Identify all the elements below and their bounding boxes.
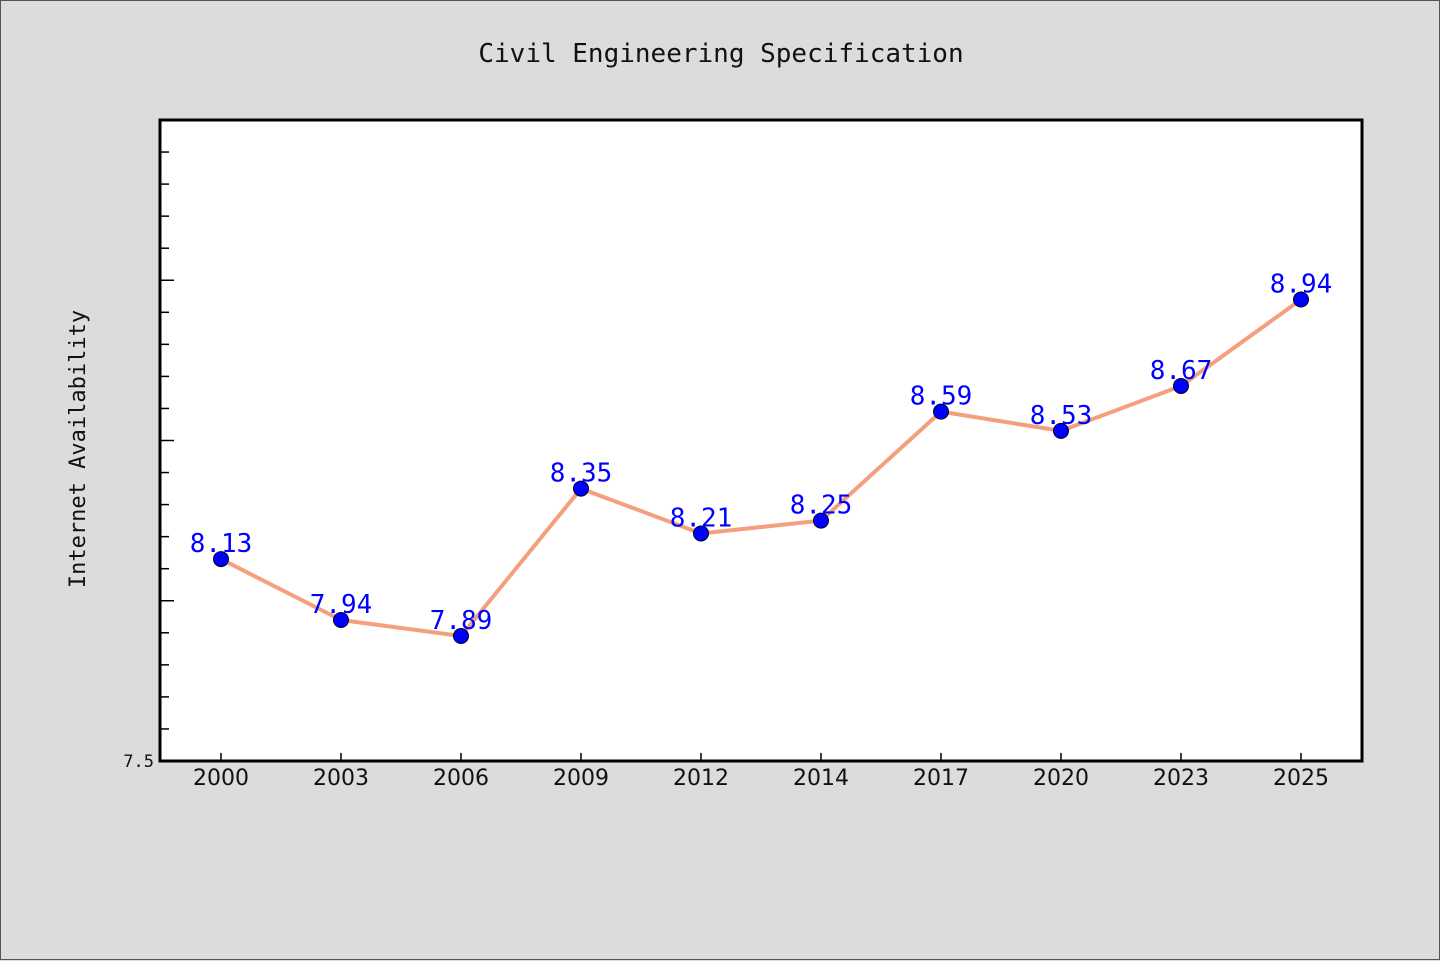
data-labels: 8.13 7.94 7.89 8.35 8.21 8.25 8.59 8.53 8.67 8.94 bbox=[190, 269, 1333, 636]
data-label: 8.59 bbox=[910, 382, 973, 412]
chart-title: Civil Engineering Specification bbox=[478, 39, 963, 69]
x-tick-label: 2023 bbox=[1153, 766, 1209, 791]
x-axis-ticks: 2000 2003 2006 2009 2012 2014 2017 2020 2023 2025 bbox=[193, 753, 1329, 791]
x-tick-label: 2025 bbox=[1273, 766, 1329, 791]
data-point bbox=[1293, 291, 1309, 308]
x-tick-label: 2006 bbox=[433, 766, 489, 791]
y-axis-label: Internet Availability bbox=[66, 310, 91, 588]
plot-area bbox=[158, 118, 1364, 763]
data-point bbox=[573, 480, 589, 497]
y-tick-label: 7.5 bbox=[123, 752, 154, 772]
data-point bbox=[453, 628, 469, 645]
series-layer bbox=[213, 291, 1309, 645]
data-point bbox=[933, 403, 949, 420]
data-label: 7.89 bbox=[430, 606, 493, 636]
data-label: 8.13 bbox=[190, 529, 253, 559]
data-label: 8.53 bbox=[1030, 401, 1093, 431]
y-axis-ticks: 7.5 bbox=[123, 119, 174, 772]
data-point bbox=[813, 512, 829, 529]
data-label: 8.25 bbox=[790, 491, 853, 521]
data-point bbox=[333, 611, 349, 628]
data-label: 8.94 bbox=[1270, 269, 1333, 299]
data-label: 8.21 bbox=[670, 503, 733, 533]
x-tick-label: 2009 bbox=[553, 766, 609, 791]
data-label: 8.67 bbox=[1150, 356, 1213, 386]
data-point bbox=[1053, 422, 1069, 439]
data-point bbox=[693, 525, 709, 542]
x-tick-label: 2000 bbox=[193, 766, 249, 791]
data-label: 8.35 bbox=[550, 459, 613, 489]
data-label: 7.94 bbox=[310, 590, 373, 620]
x-tick-label: 2012 bbox=[673, 766, 729, 791]
x-tick-label: 2014 bbox=[793, 766, 849, 791]
x-tick-label: 2020 bbox=[1033, 766, 1089, 791]
x-tick-label: 2017 bbox=[913, 766, 969, 791]
data-point bbox=[213, 551, 229, 568]
x-tick-label: 2003 bbox=[313, 766, 369, 791]
series-line bbox=[220, 297, 1303, 639]
data-point bbox=[1173, 378, 1189, 395]
